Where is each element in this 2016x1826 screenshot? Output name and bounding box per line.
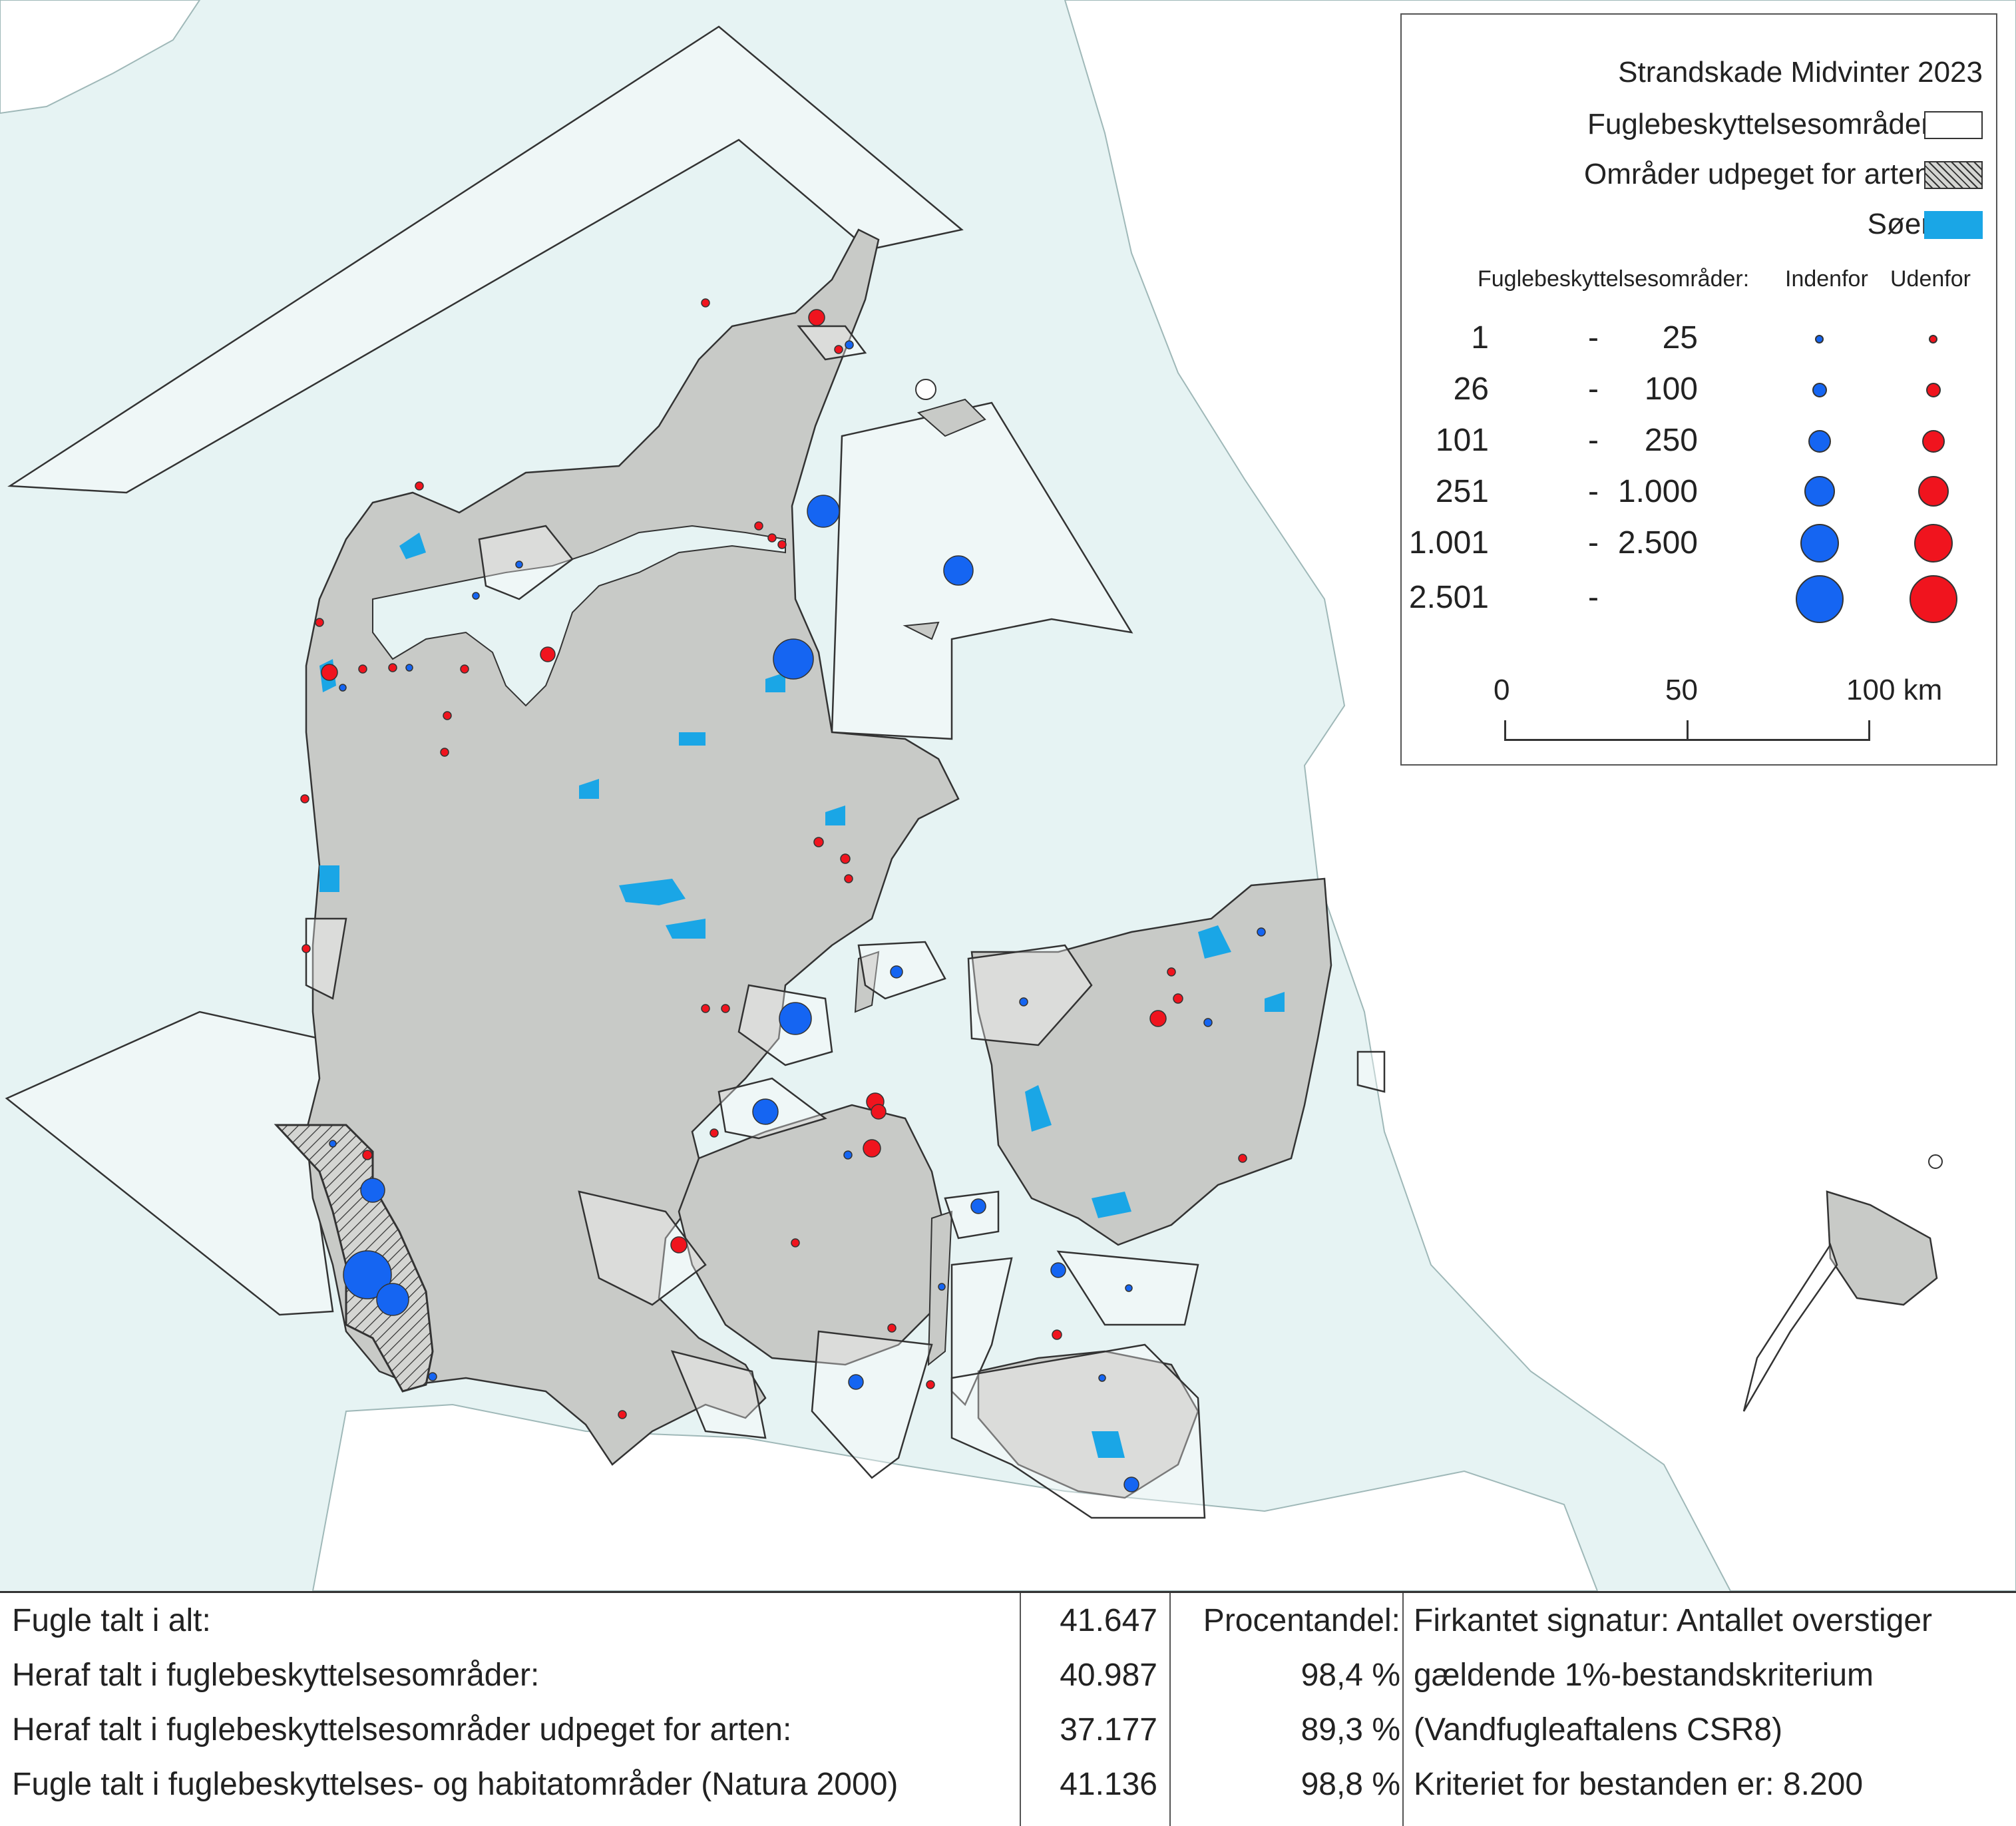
stats-label: Heraf talt i fuglebeskyttelsesområder: <box>12 1658 540 1693</box>
stats-note: Kriteriet for bestanden er: 8.200 <box>1414 1767 1864 1802</box>
stats-count: 40.987 <box>1060 1658 1157 1693</box>
samso <box>854 951 880 1013</box>
legend-item-lakes: Søer <box>1867 208 1931 240</box>
legend-inside-dot <box>1815 335 1824 343</box>
legend-col-outside: Udenfor <box>1890 266 1971 292</box>
island-marker-outline <box>915 379 936 400</box>
legend-class-from: 1.001 <box>1408 525 1489 561</box>
stats-pct: Procentandel: <box>1203 1603 1400 1638</box>
stats-count: 37.177 <box>1060 1712 1157 1747</box>
legend-class-from: 101 <box>1435 423 1489 458</box>
legend-outside-dot <box>1922 430 1945 453</box>
legend-inside-dot <box>1808 430 1831 453</box>
scale-label-100: 100 km <box>1846 674 1943 706</box>
legend: Strandskade Midvinter 2023 Fuglebeskytte… <box>1400 13 1997 766</box>
column-divider <box>1169 1593 1171 1826</box>
anholt <box>903 621 940 640</box>
legend-class-dash: - <box>1588 423 1599 458</box>
norway-land <box>0 0 201 114</box>
legend-class-dash: - <box>1588 525 1599 561</box>
inside-markers <box>329 340 1266 1492</box>
legend-swatch-outline <box>1924 111 1983 139</box>
legend-class-to: 1.000 <box>1617 474 1698 509</box>
legend-class-from: 251 <box>1435 474 1489 509</box>
legend-inside-dot <box>1796 575 1844 623</box>
legend-outside-dot <box>1929 335 1937 343</box>
legend-inside-dot <box>1812 383 1827 397</box>
scale-tick <box>1868 720 1870 740</box>
outside-markers <box>300 298 1247 1419</box>
funen <box>678 1104 946 1366</box>
lolland-falster <box>977 1350 1199 1499</box>
stats-note: Firkantet signatur: Antallet overstiger <box>1414 1603 1933 1638</box>
legend-outside-dot <box>1914 524 1953 563</box>
legend-title: Strandskade Midvinter 2023 <box>1618 56 1983 89</box>
stats-count: 41.136 <box>1060 1767 1157 1802</box>
legend-swatch-hatched <box>1924 161 1983 189</box>
legend-class-dash: - <box>1588 320 1599 355</box>
limfjord <box>372 525 786 707</box>
legend-size-header: Fuglebeskyttelsesområder: <box>1478 266 1750 292</box>
legend-outside-dot <box>1910 575 1957 623</box>
legend-swatch-lake <box>1924 211 1983 239</box>
stats-label: Fugle talt i alt: <box>12 1603 211 1638</box>
legend-col-inside: Indenfor <box>1785 266 1868 292</box>
legend-outside-dot <box>1918 476 1949 507</box>
stats-count: 41.647 <box>1060 1603 1157 1638</box>
stats-note: gældende 1%-bestandskriterium <box>1414 1658 1874 1693</box>
protection-area-outlines <box>5 25 1133 1316</box>
stats-note: (Vandfugleaftalens CSR8) <box>1414 1712 1783 1747</box>
column-divider <box>1020 1593 1021 1826</box>
bornholm <box>1826 1190 1938 1306</box>
zealand <box>970 877 1332 1246</box>
scale-tick <box>1504 720 1506 740</box>
legend-class-to: 2.500 <box>1617 525 1698 561</box>
legend-class-to: 250 <box>1644 423 1698 458</box>
jutland <box>305 228 960 1466</box>
stats-pct: 98,8 % <box>1301 1767 1400 1802</box>
stats-label: Heraf talt i fuglebeskyttelsesområder ud… <box>12 1712 792 1747</box>
scale-label-0: 0 <box>1494 674 1510 706</box>
island-marker-outline <box>1928 1154 1943 1169</box>
laeso <box>916 398 986 437</box>
legend-class-to: 25 <box>1662 320 1698 355</box>
stats-pct: 98,4 % <box>1301 1658 1400 1693</box>
legend-class-from: 2.501 <box>1408 580 1489 615</box>
legend-class-dash: - <box>1588 371 1599 407</box>
legend-class-from: 1 <box>1471 320 1489 355</box>
legend-inside-dot <box>1800 524 1839 563</box>
legend-inside-dot <box>1804 476 1835 507</box>
legend-item-protection-areas: Fuglebeskyttelsesområder <box>1587 108 1931 140</box>
protection-area-outlines-east <box>305 325 1838 1519</box>
stats-table: Fugle talt i alt: 41.647 Procentandel: F… <box>0 1591 2016 1826</box>
germany-land <box>311 1403 1599 1591</box>
legend-outside-dot <box>1926 383 1941 397</box>
stats-pct: 89,3 % <box>1301 1712 1400 1747</box>
stats-label: Fugle talt i fuglebeskyttelses- og habit… <box>12 1767 899 1802</box>
scale-tick <box>1687 720 1689 740</box>
legend-class-dash: - <box>1588 580 1599 615</box>
scale-label-50: 50 <box>1665 674 1698 706</box>
legend-class-to: 100 <box>1644 371 1698 407</box>
legend-item-designated-areas: Områder udpeget for arten <box>1584 158 1931 190</box>
column-divider <box>1402 1593 1404 1826</box>
legend-class-dash: - <box>1588 474 1599 509</box>
legend-class-from: 26 <box>1453 371 1489 407</box>
